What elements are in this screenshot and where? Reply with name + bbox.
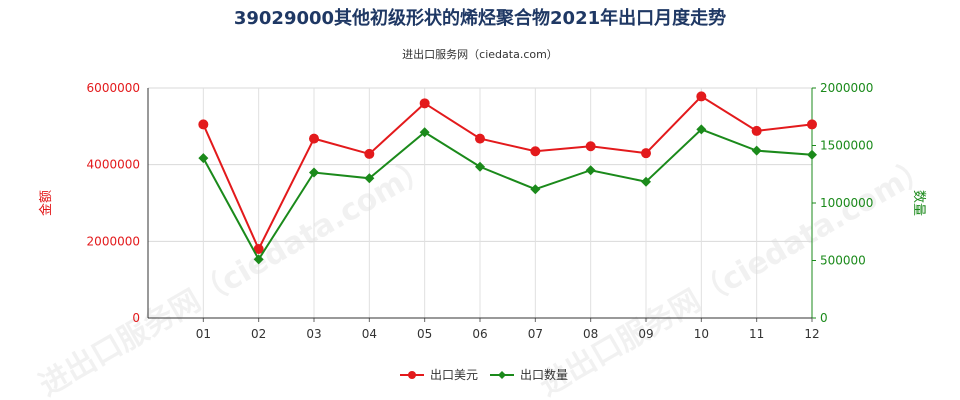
y-right-tick-label: 500000 xyxy=(820,254,866,268)
y-left-axis-title: 金额 xyxy=(38,190,54,216)
series-point-1 xyxy=(641,148,651,159)
series-point-2 xyxy=(364,173,375,184)
x-tick-label: 05 xyxy=(417,327,432,341)
y-left-tick-label: 0 xyxy=(132,311,140,325)
series-point-1 xyxy=(253,244,264,254)
series-point-2 xyxy=(807,149,817,160)
series-point-2 xyxy=(530,184,541,195)
series-point-1 xyxy=(309,133,319,144)
x-tick-label: 03 xyxy=(306,327,321,341)
series-point-1 xyxy=(807,119,817,130)
x-tick-label: 10 xyxy=(694,327,709,341)
series-point-2 xyxy=(253,254,264,265)
x-tick-label: 07 xyxy=(528,327,543,341)
series-point-2 xyxy=(751,145,762,156)
axes: 0 2000000 4000000 6000000 0 500000 1000000 1500… xyxy=(87,81,874,341)
y-right-axis-title: 数量 xyxy=(911,190,926,216)
x-tick-label: 06 xyxy=(472,327,487,341)
series-point-2 xyxy=(585,165,596,176)
series-layer xyxy=(198,91,817,265)
y-left-tick-label: 4000000 xyxy=(87,158,140,172)
series-point-1 xyxy=(530,146,541,157)
x-tick-label: 04 xyxy=(362,327,377,341)
y-right-tick-label: 2000000 xyxy=(820,81,873,95)
watermarks: 进出口服务网（ciedata.com） 进出口服务网（ciedata.com） xyxy=(33,150,937,400)
y-left-tick-label: 6000000 xyxy=(87,81,140,95)
legend: 出口美元 出口数量 xyxy=(400,367,568,382)
watermark: 进出口服务网（ciedata.com） xyxy=(533,150,937,400)
series-point-1 xyxy=(585,141,596,152)
series-point-2 xyxy=(419,127,430,138)
series-point-2 xyxy=(309,167,319,178)
legend-label: 出口美元 xyxy=(430,368,478,382)
series-point-2 xyxy=(475,161,485,172)
x-tick-label: 11 xyxy=(749,327,764,341)
legend-marker xyxy=(408,371,416,379)
series-line-1 xyxy=(202,95,813,252)
series-point-1 xyxy=(696,91,707,102)
y-left-tick-label: 2000000 xyxy=(87,234,140,248)
legend-label: 出口数量 xyxy=(520,367,568,382)
watermark: 进出口服务网（ciedata.com） xyxy=(33,150,437,400)
x-tick-label: 12 xyxy=(804,327,819,341)
x-tick-label: 01 xyxy=(196,327,211,341)
grid xyxy=(148,87,813,319)
y-right-tick-label: 1000000 xyxy=(820,196,873,210)
series-point-1 xyxy=(198,119,209,130)
y-right-tick-label: 0 xyxy=(820,311,828,325)
series-point-2 xyxy=(198,153,209,164)
x-tick-label: 02 xyxy=(251,327,266,341)
series-point-1 xyxy=(419,98,430,109)
series-point-1 xyxy=(751,125,762,136)
chart-title: 39029000其他初级形状的烯烃聚合物2021年出口月度走势 xyxy=(234,7,726,29)
series-point-2 xyxy=(641,176,651,187)
chart-subtitle: 进出口服务网（ciedata.com） xyxy=(402,47,558,61)
series-line-2 xyxy=(202,128,813,262)
x-tick-label: 09 xyxy=(638,327,653,341)
legend-marker xyxy=(498,371,506,379)
y-right-tick-label: 1500000 xyxy=(820,139,873,153)
x-tick-label: 08 xyxy=(583,327,598,341)
series-point-1 xyxy=(475,133,485,144)
series-point-2 xyxy=(696,124,707,135)
series-point-1 xyxy=(364,148,375,159)
